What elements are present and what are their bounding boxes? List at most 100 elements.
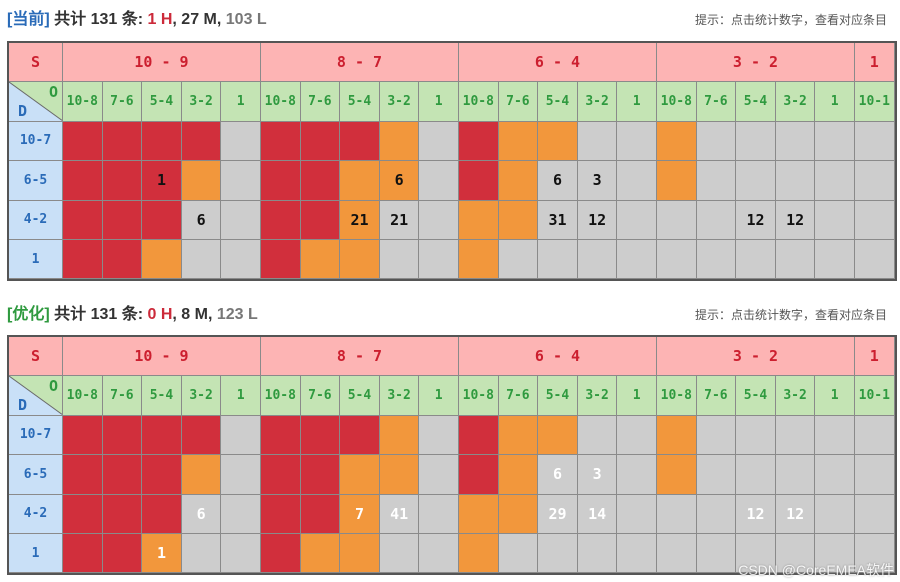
ap-count-cell[interactable]: 7 — [340, 494, 380, 534]
ap-cell-high — [102, 494, 143, 534]
occurrence-column-header: 1 — [419, 82, 459, 122]
ap-cell-medium — [498, 200, 539, 240]
ap-count-cell[interactable]: 3 — [577, 455, 618, 495]
ap-count-cell[interactable]: 6 — [181, 494, 222, 534]
ap-cell-medium — [498, 415, 539, 456]
ap-count-cell[interactable]: 29 — [538, 494, 578, 534]
ap-count-cell[interactable]: 6 — [379, 161, 420, 201]
detection-row-header: 4-2 — [9, 200, 63, 240]
ap-count-cell[interactable]: 12 — [736, 494, 776, 534]
ap-cell-low — [815, 494, 855, 534]
medium-count[interactable]: 8 M — [181, 306, 208, 323]
ap-cell-medium — [538, 121, 578, 162]
ap-count-cell[interactable]: 12 — [775, 200, 816, 240]
ap-cell-high — [261, 415, 301, 456]
occurrence-column-header: 10-8 — [657, 82, 697, 122]
ap-cell-high — [102, 415, 143, 456]
ap-cell-low — [419, 455, 459, 495]
high-count[interactable]: 0 H — [147, 306, 173, 323]
ap-cell-low — [815, 121, 855, 162]
ap-cell-high — [340, 415, 380, 456]
ap-cell-high — [300, 200, 341, 240]
ap-cell-high — [261, 121, 301, 162]
ap-cell-medium — [340, 240, 380, 280]
ap-cell-high — [300, 415, 341, 456]
occurrence-column-header: 3-2 — [577, 376, 618, 416]
occurrence-column-header: 1 — [815, 376, 855, 416]
ap-cell-low — [815, 534, 855, 574]
ap-cell-low — [657, 534, 697, 574]
ap-cell-low — [379, 240, 420, 280]
occurrence-column-header: 10-1 — [855, 82, 895, 122]
ap-count-cell[interactable]: 6 — [538, 455, 578, 495]
occurrence-column-header: 7-6 — [300, 82, 341, 122]
occurrence-column-header: 5-4 — [736, 376, 776, 416]
ap-cell-low — [855, 161, 895, 201]
ap-cell-low — [736, 534, 776, 574]
ap-cell-low — [221, 200, 261, 240]
ap-count-cell[interactable]: 6 — [538, 161, 578, 201]
corner-diagonal — [9, 376, 62, 415]
ap-cell-low — [855, 121, 895, 162]
low-count[interactable]: 103 L — [225, 11, 267, 28]
ap-cell-low — [498, 240, 539, 280]
occurrence-column-header: 7-6 — [498, 82, 539, 122]
occurrence-column-header: 3-2 — [379, 82, 420, 122]
ap-count-cell[interactable]: 1 — [142, 534, 182, 574]
occurrence-column-header: 5-4 — [538, 376, 578, 416]
ap-cell-low — [419, 121, 459, 162]
ap-cell-medium — [340, 161, 380, 201]
ap-cell-high — [261, 534, 301, 574]
low-count[interactable]: 123 L — [216, 306, 258, 323]
ap-cell-high — [181, 121, 222, 162]
ap-cell-low — [221, 534, 261, 574]
ap-cell-high — [300, 494, 341, 534]
ap-cell-high — [63, 161, 103, 201]
panel-tag: [当前] — [7, 11, 50, 28]
ap-count-cell[interactable]: 41 — [379, 494, 420, 534]
occurrence-column-header: 7-6 — [300, 376, 341, 416]
ap-cell-low — [815, 240, 855, 280]
occurrence-column-header: 10-8 — [657, 376, 697, 416]
ap-cell-low — [221, 494, 261, 534]
detection-row-header: 10-7 — [9, 121, 63, 162]
ap-cell-low — [775, 455, 816, 495]
ap-cell-low — [577, 534, 618, 574]
ap-count-cell[interactable]: 12 — [736, 200, 776, 240]
ap-count-cell[interactable]: 21 — [340, 200, 380, 240]
ap-cell-low — [736, 121, 776, 162]
ap-cell-low — [775, 534, 816, 574]
ap-cell-medium — [340, 534, 380, 574]
occurrence-column-header: 7-6 — [696, 376, 737, 416]
high-count[interactable]: 1 H — [147, 11, 173, 28]
ap-cell-high — [63, 200, 103, 240]
ap-count-cell[interactable]: 3 — [577, 161, 618, 201]
ap-cell-medium — [181, 455, 222, 495]
ap-cell-low — [736, 455, 776, 495]
panel-header: [优化] 共计 131 条: 0 H, 8 M, 123 L — [7, 303, 258, 327]
d-label: D — [18, 395, 28, 414]
ap-count-cell[interactable]: 6 — [181, 200, 222, 240]
ap-cell-medium — [657, 415, 697, 456]
ap-count-cell[interactable]: 21 — [379, 200, 420, 240]
ap-cell-medium — [498, 455, 539, 495]
ap-count-cell[interactable]: 31 — [538, 200, 578, 240]
medium-count[interactable]: 27 M — [181, 11, 217, 28]
occurrence-column-header: 7-6 — [102, 82, 143, 122]
o-label: O — [48, 83, 58, 102]
severity-group-header: 6 - 4 — [459, 43, 657, 83]
ap-cell-low — [657, 200, 697, 240]
ap-cell-medium — [459, 240, 499, 280]
panel-current: [当前] 共计 131 条: 1 H, 27 M, 103 L 提示：点击统计数… — [0, 0, 900, 285]
ap-count-cell[interactable]: 14 — [577, 494, 618, 534]
ap-cell-low — [419, 240, 459, 280]
ap-count-cell[interactable]: 12 — [577, 200, 618, 240]
occurrence-column-header: 3-2 — [379, 376, 420, 416]
ap-cell-low — [617, 200, 657, 240]
occurrence-column-header: 5-4 — [340, 376, 380, 416]
ap-cell-low — [617, 240, 657, 280]
ap-count-cell[interactable]: 1 — [142, 161, 182, 201]
ap-count-cell[interactable]: 12 — [775, 494, 816, 534]
